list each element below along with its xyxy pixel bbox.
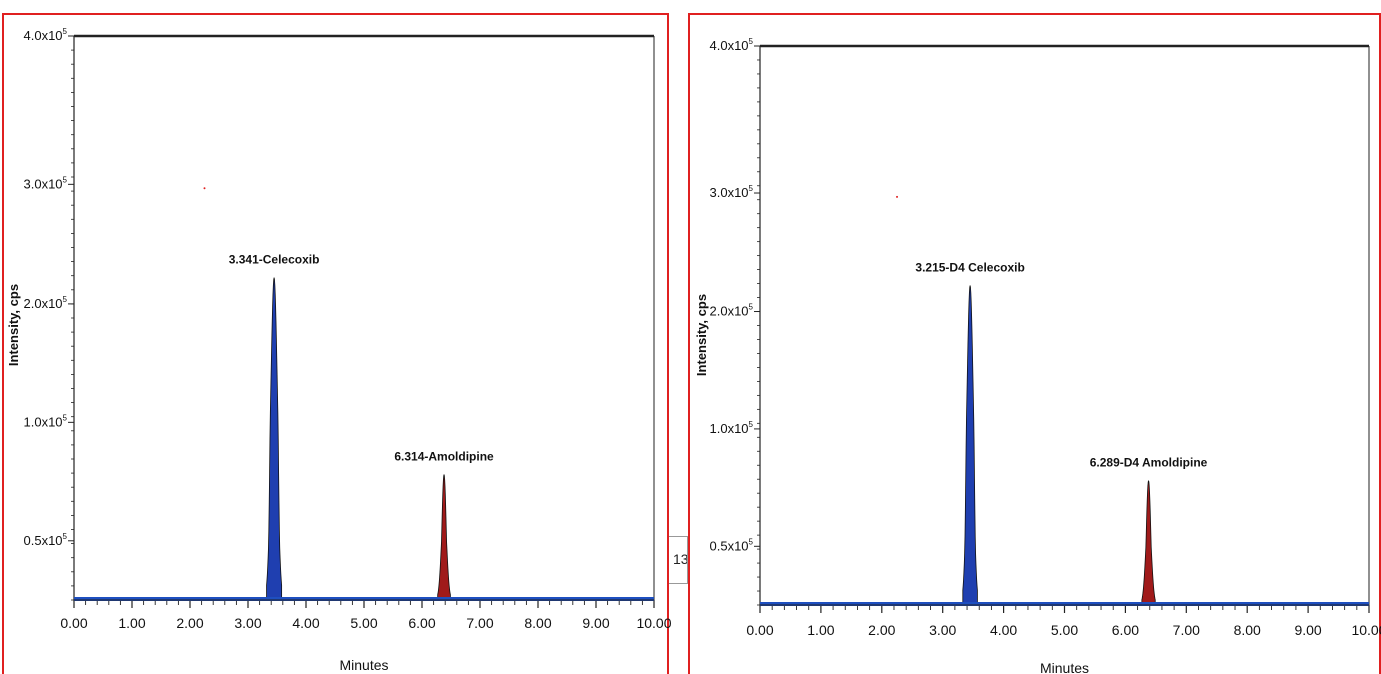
x-tick-label: 8.00 — [1234, 622, 1261, 638]
y-tick-label: 2.0x105 — [24, 295, 68, 311]
x-tick-label: 9.00 — [1294, 622, 1321, 638]
chromatogram-chart-right: 0.5x105 1.0x105 2.0x105 3.0x105 4.0x105 Inten… — [694, 37, 1381, 674]
chromatogram-panel-right: 0.5x105 1.0x105 2.0x105 3.0x105 4.0x105 Inten… — [688, 13, 1381, 674]
x-tick-label: 4.00 — [292, 615, 319, 631]
x-tick-label: 2.00 — [868, 622, 895, 638]
x-tick-label: 9.00 — [582, 615, 609, 631]
x-tick-label: 6.00 — [408, 615, 435, 631]
x-tick-label: 8.00 — [524, 615, 551, 631]
y-tick-label: 0.5x105 — [24, 532, 68, 548]
peak-label: 3.215-D4 Celecoxib — [915, 260, 1024, 274]
x-tick-label: 1.00 — [118, 615, 145, 631]
x-tick-label: 7.00 — [466, 615, 493, 631]
y-axis-title: Intensity, cps — [694, 294, 709, 376]
x-tick-label: 10.00 — [636, 615, 671, 631]
peak-label: 6.289-D4 Amoldipine — [1090, 456, 1208, 470]
y-tick-label: 1.0x105 — [710, 420, 754, 436]
peak-label: 6.314-Amoldipine — [394, 449, 494, 463]
y-axis-title: Intensity, cps — [6, 284, 21, 366]
y-tick-label: 4.0x105 — [24, 27, 68, 43]
x-tick-label: 5.00 — [350, 615, 377, 631]
x-tick-label: 0.00 — [746, 622, 773, 638]
page-number-fragment: 13 — [669, 536, 688, 584]
red-speck-mark — [896, 195, 899, 198]
y-tick-label: 4.0x105 — [710, 37, 754, 53]
x-axis-title: Minutes — [339, 657, 388, 673]
x-tick-label: 10.00 — [1351, 622, 1381, 638]
y-tick-label: 2.0x105 — [710, 303, 754, 319]
x-tick-label: 6.00 — [1112, 622, 1139, 638]
x-tick-label: 4.00 — [990, 622, 1017, 638]
peak-celecoxib — [266, 277, 283, 601]
x-tick-label: 1.00 — [807, 622, 834, 638]
y-tick-label: 1.0x105 — [24, 413, 68, 429]
y-tick-label: 0.5x105 — [710, 537, 754, 553]
x-tick-label: 0.00 — [60, 615, 87, 631]
x-tick-label: 7.00 — [1173, 622, 1200, 638]
x-tick-label: 3.00 — [929, 622, 956, 638]
x-tick-label: 2.00 — [176, 615, 203, 631]
peak-amoldipine — [1141, 480, 1156, 606]
y-tick-label: 3.0x105 — [710, 184, 754, 200]
chromatogram-chart-left: 0.5x105 1.0x105 2.0x105 3.0x105 4.0x105 Inten… — [6, 27, 672, 673]
x-axis-title: Minutes — [1040, 660, 1089, 674]
x-tick-label: 3.00 — [234, 615, 261, 631]
peak-celecoxib — [962, 285, 978, 606]
chromatogram-panel-left: 0.5x105 1.0x105 2.0x105 3.0x105 4.0x105 Inten… — [2, 13, 672, 674]
y-tick-label: 3.0x105 — [24, 175, 68, 191]
x-tick-label: 5.00 — [1051, 622, 1078, 638]
peak-label: 3.341-Celecoxib — [229, 253, 320, 267]
red-speck-mark — [203, 187, 206, 190]
peak-amoldipine — [437, 474, 451, 601]
